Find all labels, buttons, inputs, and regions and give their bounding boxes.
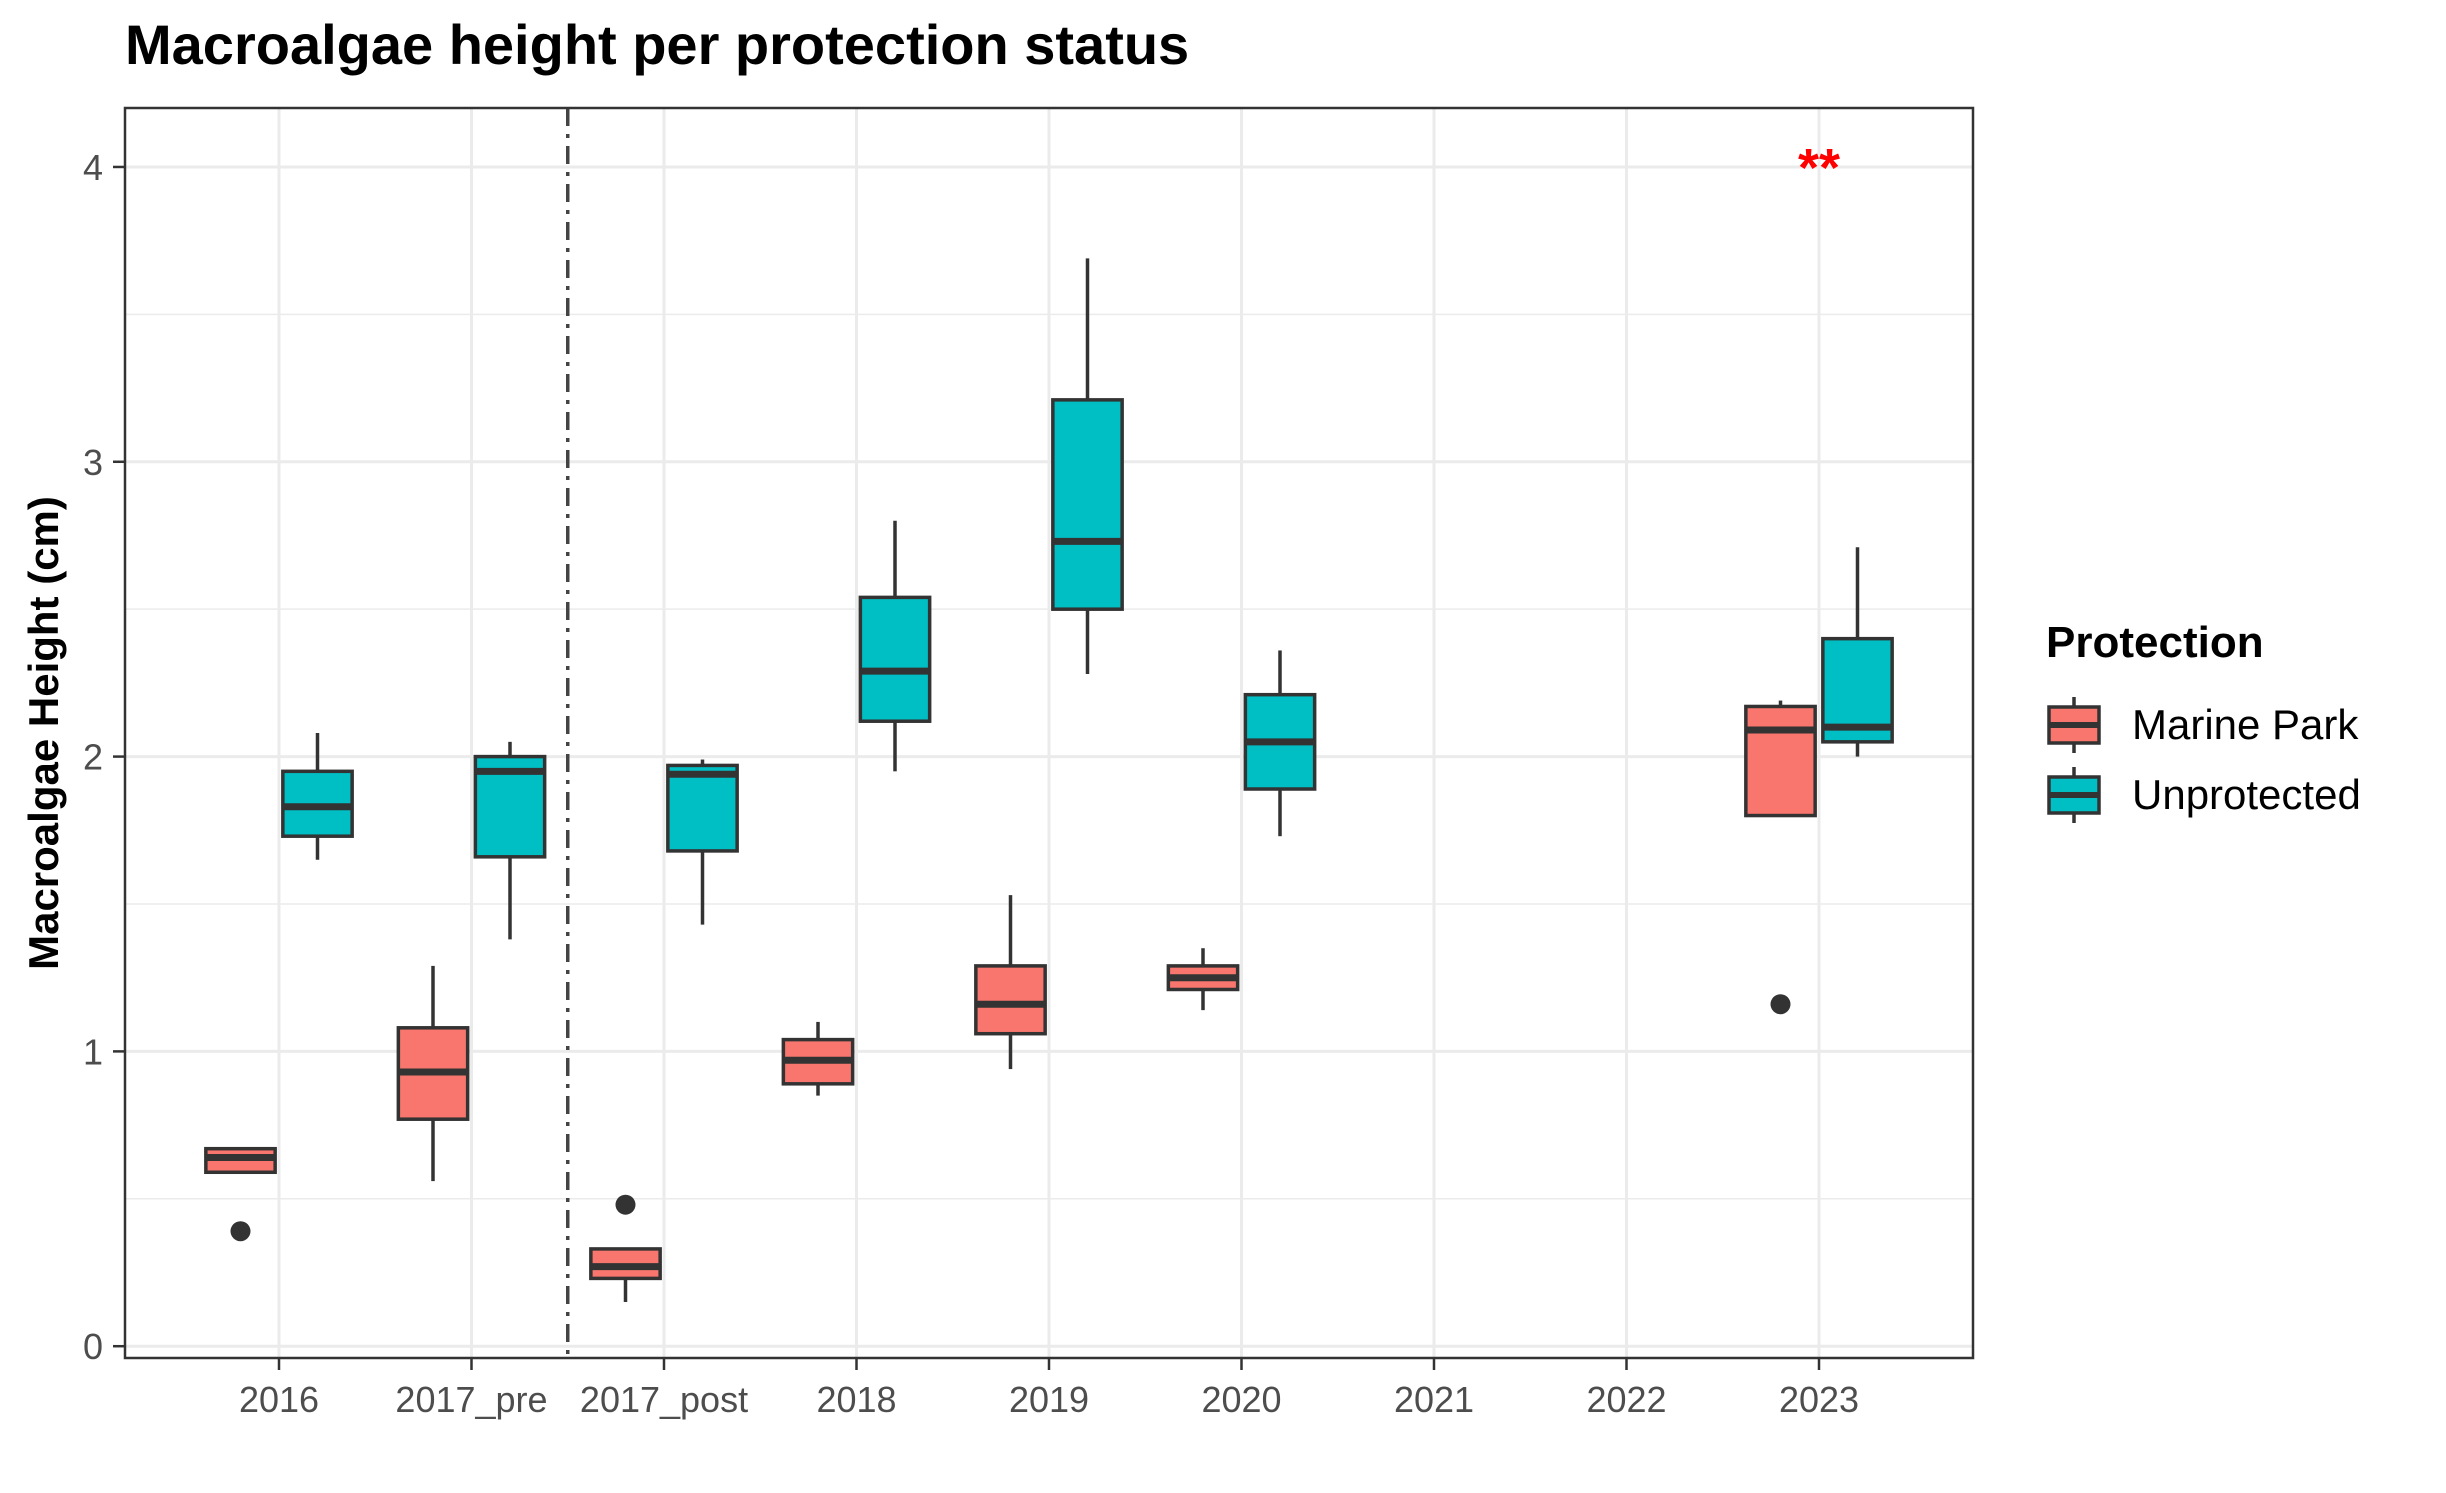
box-marine-park-2023 [1744,704,1817,818]
x-tick-label: 2020 [1201,1379,1281,1420]
legend-items: Marine Park Unprotected [2046,690,2361,830]
legend: Protection Marine Park Unprotected [2046,618,2361,830]
chart-title: Macroalgae height per protection status [125,13,1190,76]
legend-key-swatch [2047,767,2101,823]
legend-label: Unprotected [2132,771,2361,818]
outlier-point [230,1221,251,1242]
x-tick-label: 2023 [1779,1379,1859,1420]
legend-key-swatch [2047,697,2101,753]
x-tick-label: 2017_post [580,1379,748,1420]
significance-annotation: ** [1798,138,1840,198]
x-tick-label: 2017_pre [395,1379,547,1420]
outlier-point [1770,994,1791,1015]
x-tick-label: 2022 [1586,1379,1666,1420]
x-tick-label: 2019 [1009,1379,1089,1420]
x-tick-label: 2021 [1394,1379,1474,1420]
y-tick-label: 3 [83,442,103,483]
box-unprotected-2017_post [666,763,739,853]
legend-title: Protection [2046,618,2264,667]
y-tick-label: 0 [83,1326,103,1367]
outlier-point [615,1194,636,1215]
legend-label: Marine Park [2132,701,2359,748]
box-unprotected-2019 [1051,398,1124,611]
y-tick-label: 4 [83,147,103,188]
box-unprotected-2018 [858,595,932,723]
box-marine-park-2019 [974,964,1047,1036]
x-tick-label: 2016 [239,1379,319,1420]
legend-item-unprotected: Unprotected [2046,760,2361,830]
y-tick-label: 2 [83,737,103,778]
x-tick-label: 2018 [816,1379,896,1420]
y-axis-title: Macroalgae Height (cm) [20,496,67,970]
legend-item-marine-park: Marine Park [2046,690,2361,760]
y-tick-label: 1 [83,1031,103,1072]
